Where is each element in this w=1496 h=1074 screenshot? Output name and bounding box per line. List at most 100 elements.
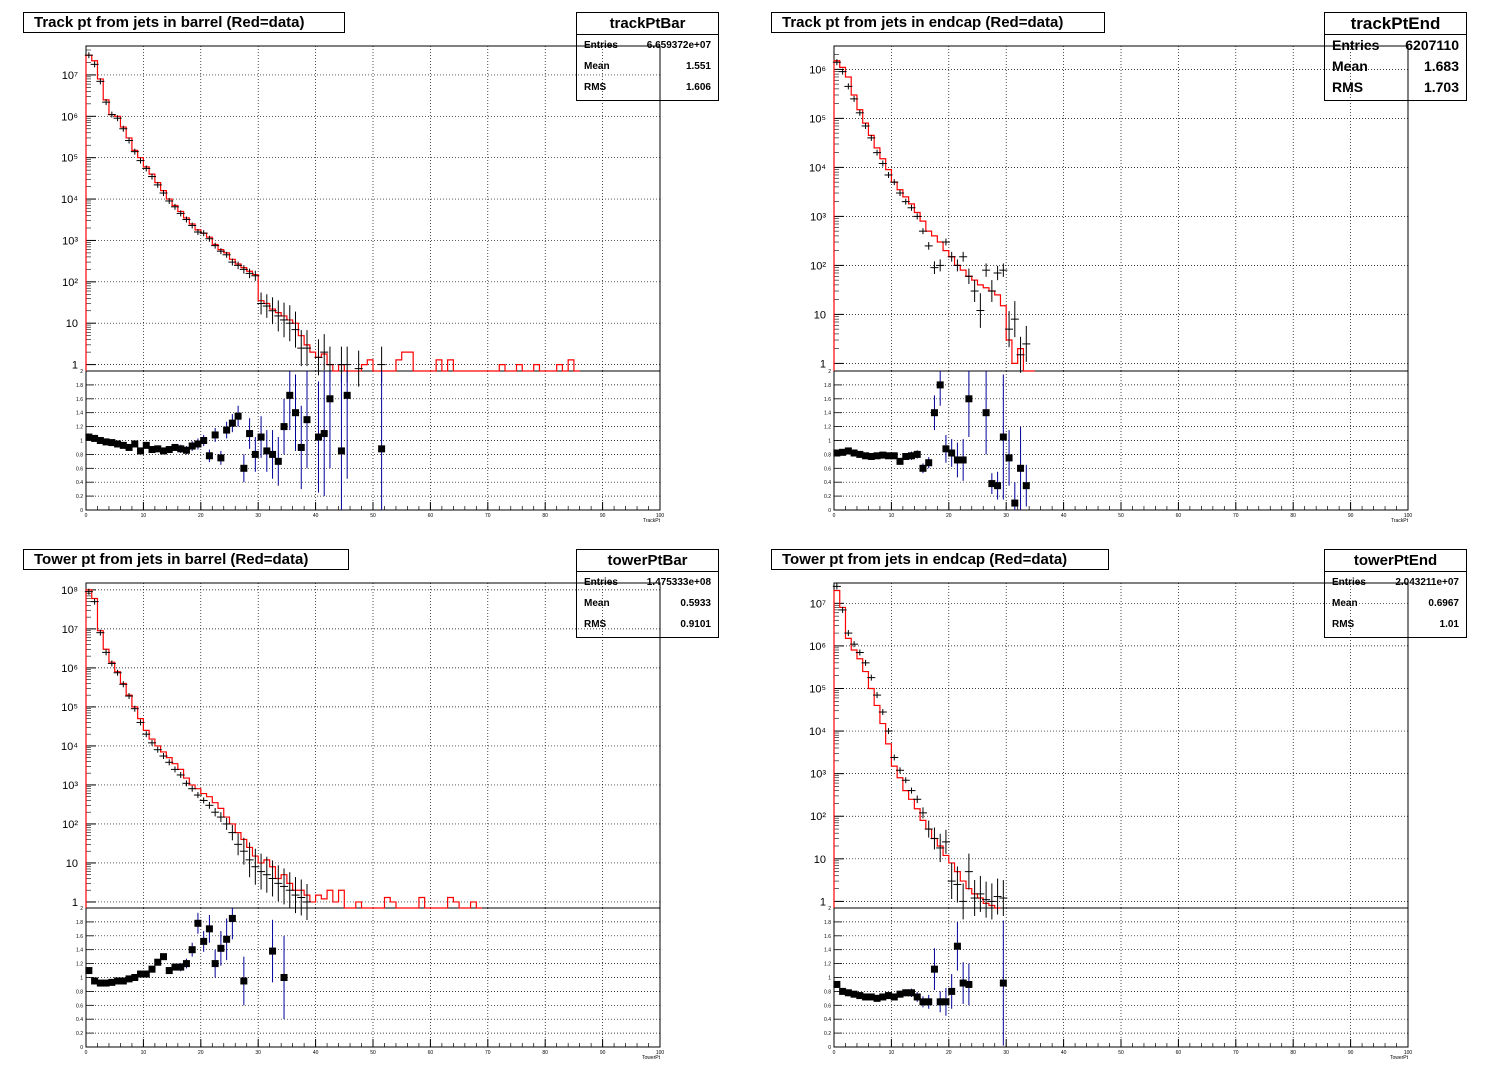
y-tick-label: 10⁵ <box>809 113 826 125</box>
mc-marker <box>211 242 220 249</box>
x-tick-label: 70 <box>485 513 491 519</box>
y-tick-label: 10 <box>66 318 78 330</box>
stats-rms: RMS 1.01 <box>1325 614 1466 635</box>
mc-marker <box>170 766 179 773</box>
mc-marker <box>970 280 979 302</box>
ratio-y-tick-label: 0 <box>828 1045 831 1051</box>
mc-marker <box>936 833 945 863</box>
stats-value: 1.606 <box>685 82 711 93</box>
x-tick-label: 60 <box>428 513 434 519</box>
ratio-y-tick-label: 0.4 <box>76 480 83 486</box>
y-tick-label: 10⁴ <box>61 741 78 753</box>
x-tick-label: 90 <box>1348 513 1354 519</box>
x-tick-label: 30 <box>1003 1050 1009 1056</box>
ratio-marker <box>948 449 956 457</box>
stats-entries: Entries 6207110 <box>1325 35 1466 56</box>
ratio-marker <box>114 977 122 985</box>
y-tick-label: 10⁶ <box>809 641 826 653</box>
ratio-marker <box>873 994 881 1002</box>
mc-marker <box>130 148 139 155</box>
chart-svg: 0 10 20 30 40 50 60 70 80 90 100TrackPt11010²10³10… <box>809 45 1412 524</box>
chart-title: Track pt from jets in barrel (Red=data) <box>23 12 345 33</box>
mc-marker <box>832 583 841 590</box>
chart-svg: 0 10 20 30 40 50 60 70 80 90 100TowerPt11010²10³10… <box>809 582 1412 1061</box>
ratio-marker <box>85 967 93 975</box>
ratio-y-tick-label: 2 <box>80 906 83 912</box>
mc-marker <box>867 134 876 141</box>
mc-marker <box>907 204 916 211</box>
mc-marker <box>941 829 950 854</box>
ratio-y-tick-label: 1 <box>828 439 831 445</box>
mc-marker <box>107 660 116 667</box>
ratio-y-tick-label: 1.6 <box>76 397 83 403</box>
ratio-marker <box>850 449 858 457</box>
mc-marker <box>234 261 243 270</box>
stats-label: Mean <box>584 61 610 72</box>
ratio-marker <box>913 450 921 458</box>
mc-marker <box>222 817 231 830</box>
mc-marker <box>1010 301 1019 338</box>
ratio-y-tick-label: 1.6 <box>824 934 831 940</box>
ratio-marker <box>211 960 219 968</box>
x-tick-label: 70 <box>1233 513 1239 519</box>
ratio-marker <box>965 395 973 403</box>
stats-value: 0.9101 <box>680 619 711 630</box>
ratio-marker <box>142 441 150 449</box>
ratio-marker <box>96 437 104 444</box>
y-tick-label: 10⁷ <box>62 70 78 82</box>
mc-marker <box>291 311 300 348</box>
y-tick-label: 10² <box>62 819 78 831</box>
y-tick-label: 10² <box>810 811 826 823</box>
mc-marker <box>102 99 111 106</box>
x-tick-label: 60 <box>1176 513 1182 519</box>
ratio-marker <box>171 963 179 971</box>
y-tick-label: 10⁴ <box>809 162 826 174</box>
ratio-marker <box>240 464 248 472</box>
ratio-y-tick-label: 1.8 <box>824 920 831 926</box>
ratio-marker <box>303 416 311 424</box>
stats-rms: RMS 1.703 <box>1325 77 1466 98</box>
ratio-marker <box>856 992 864 1000</box>
ratio-y-tick-label: 1.4 <box>76 411 83 417</box>
mc-marker <box>193 792 202 799</box>
mc-marker <box>873 149 882 156</box>
data-histogram-series <box>85 589 483 909</box>
y-tick-label: 10 <box>814 854 826 866</box>
stats-label: RMS <box>1332 619 1355 630</box>
stats-name: towerPtBar <box>577 550 718 572</box>
x-tick-label: 0 <box>85 1050 88 1056</box>
mc-marker <box>884 728 893 735</box>
ratio-marker <box>297 443 305 451</box>
ratio-marker <box>867 993 875 1001</box>
mc-marker <box>297 879 306 916</box>
ratio-y-tick-label: 1.4 <box>824 411 831 417</box>
mc-marker <box>976 875 985 912</box>
y-tick-label: 10⁴ <box>61 194 78 206</box>
mc-marker <box>205 235 214 242</box>
stats-rms: RMS 0.9101 <box>577 614 718 635</box>
mc-marker <box>993 265 1002 281</box>
mc-marker <box>918 228 927 235</box>
mc-marker <box>924 242 933 250</box>
ratio-marker <box>850 990 858 998</box>
mc-marker <box>251 848 260 885</box>
ratio-marker <box>114 440 122 448</box>
x-tick-label: 50 <box>370 513 376 519</box>
ratio-marker <box>205 925 213 933</box>
ratio-y-tick-label: 1 <box>828 976 831 982</box>
data-histogram-series <box>85 54 580 372</box>
y-tick-label: 10³ <box>62 780 78 792</box>
mc-marker <box>239 837 248 865</box>
ratio-marker <box>154 445 162 453</box>
x-axis-label: TrackPt <box>1391 518 1409 524</box>
mc-marker <box>142 731 151 738</box>
mc-marker <box>999 880 1008 917</box>
x-tick-label: 30 <box>1003 513 1009 519</box>
ratio-marker <box>91 977 99 985</box>
ratio-marker <box>902 989 910 997</box>
ratio-marker <box>217 944 225 952</box>
mc-marker <box>285 872 294 909</box>
y-tick-label: 1 <box>72 897 78 909</box>
ratio-marker <box>125 975 133 983</box>
mc-marker <box>844 83 853 90</box>
